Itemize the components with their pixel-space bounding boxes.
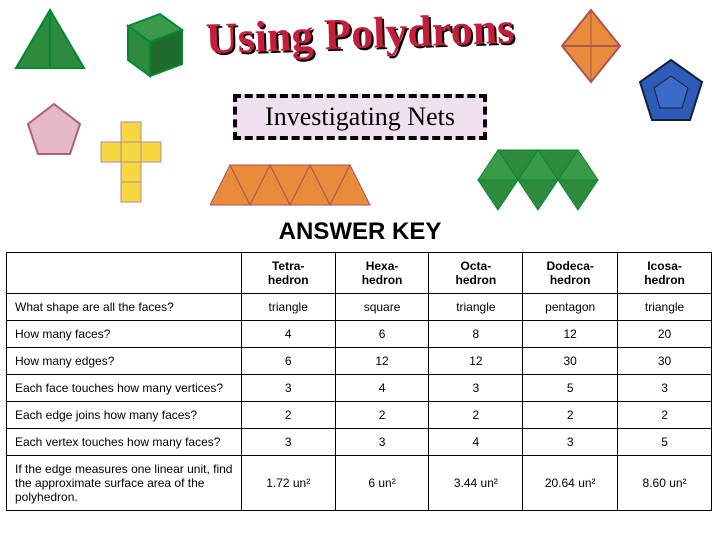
header-icosa: Icosa-hedron [618,253,712,294]
page-title: Using Polydrons [205,3,515,65]
answer-key-label: ANSWER KEY [279,218,442,246]
question-cell: What shape are all the faces? [7,294,242,321]
answer-cell: 20.64 un² [523,456,618,511]
question-cell: Each face touches how many vertices? [7,375,242,402]
answer-cell: 8.60 un² [618,456,712,511]
header-octa: Octa-hedron [429,253,523,294]
answer-cell: 2 [335,402,429,429]
answer-cell: 2 [429,402,523,429]
answer-table: Tetra-hedron Hexa-hedron Octa-hedron Dod… [6,252,712,511]
answer-cell: 3 [241,429,335,456]
octa-net-icon [468,140,698,220]
answer-cell: 12 [523,321,618,348]
answer-cell: 2 [618,402,712,429]
answer-cell: 5 [618,429,712,456]
answer-cell: triangle [618,294,712,321]
table-row: How many edges?612123030 [7,348,712,375]
question-cell: If the edge measures one linear unit, fi… [7,456,242,511]
cross-net-icon [96,120,166,210]
answer-cell: 6 [335,321,429,348]
answer-cell: 4 [429,429,523,456]
answer-cell: 2 [523,402,618,429]
answer-cell: triangle [429,294,523,321]
triangle-strip-icon [210,160,410,210]
answer-cell: 2 [241,402,335,429]
table-header-row: Tetra-hedron Hexa-hedron Octa-hedron Dod… [7,253,712,294]
answer-cell: 30 [523,348,618,375]
question-cell: How many faces? [7,321,242,348]
octahedron-icon [556,6,626,86]
header-dodeca: Dodeca-hedron [523,253,618,294]
header-blank [7,253,242,294]
answer-cell: 12 [429,348,523,375]
answer-cell: 3 [523,429,618,456]
subtitle: Investigating Nets [233,94,487,140]
answer-cell: 6 [241,348,335,375]
answer-cell: 4 [241,321,335,348]
table-row: Each edge joins how many faces?22222 [7,402,712,429]
answer-cell: pentagon [523,294,618,321]
answer-cell: 3 [429,375,523,402]
header-area: Using Polydrons Investigating Nets ANSWE… [0,0,720,250]
answer-cell: 5 [523,375,618,402]
table-row: Each face touches how many vertices?3435… [7,375,712,402]
answer-cell: 8 [429,321,523,348]
answer-cell: 3 [335,429,429,456]
question-cell: How many edges? [7,348,242,375]
answer-cell: 4 [335,375,429,402]
table-body: What shape are all the faces?trianglesqu… [7,294,712,511]
table-row: If the edge measures one linear unit, fi… [7,456,712,511]
answer-cell: 12 [335,348,429,375]
header-hexa: Hexa-hedron [335,253,429,294]
table-row: How many faces?4681220 [7,321,712,348]
table-row: Each vertex touches how many faces?33435 [7,429,712,456]
answer-cell: 3 [241,375,335,402]
answer-cell: 3.44 un² [429,456,523,511]
cube-icon [110,2,190,82]
answer-cell: 30 [618,348,712,375]
header-tetra: Tetra-hedron [241,253,335,294]
pentagon-icon [24,100,84,160]
answer-cell: triangle [241,294,335,321]
dodecahedron-icon [632,54,710,132]
question-cell: Each edge joins how many faces? [7,402,242,429]
answer-cell: 3 [618,375,712,402]
answer-cell: 6 un² [335,456,429,511]
answer-cell: 1.72 un² [241,456,335,511]
answer-cell: 20 [618,321,712,348]
question-cell: Each vertex touches how many faces? [7,429,242,456]
table-row: What shape are all the faces?trianglesqu… [7,294,712,321]
tetrahedron-icon [10,4,90,84]
answer-cell: square [335,294,429,321]
